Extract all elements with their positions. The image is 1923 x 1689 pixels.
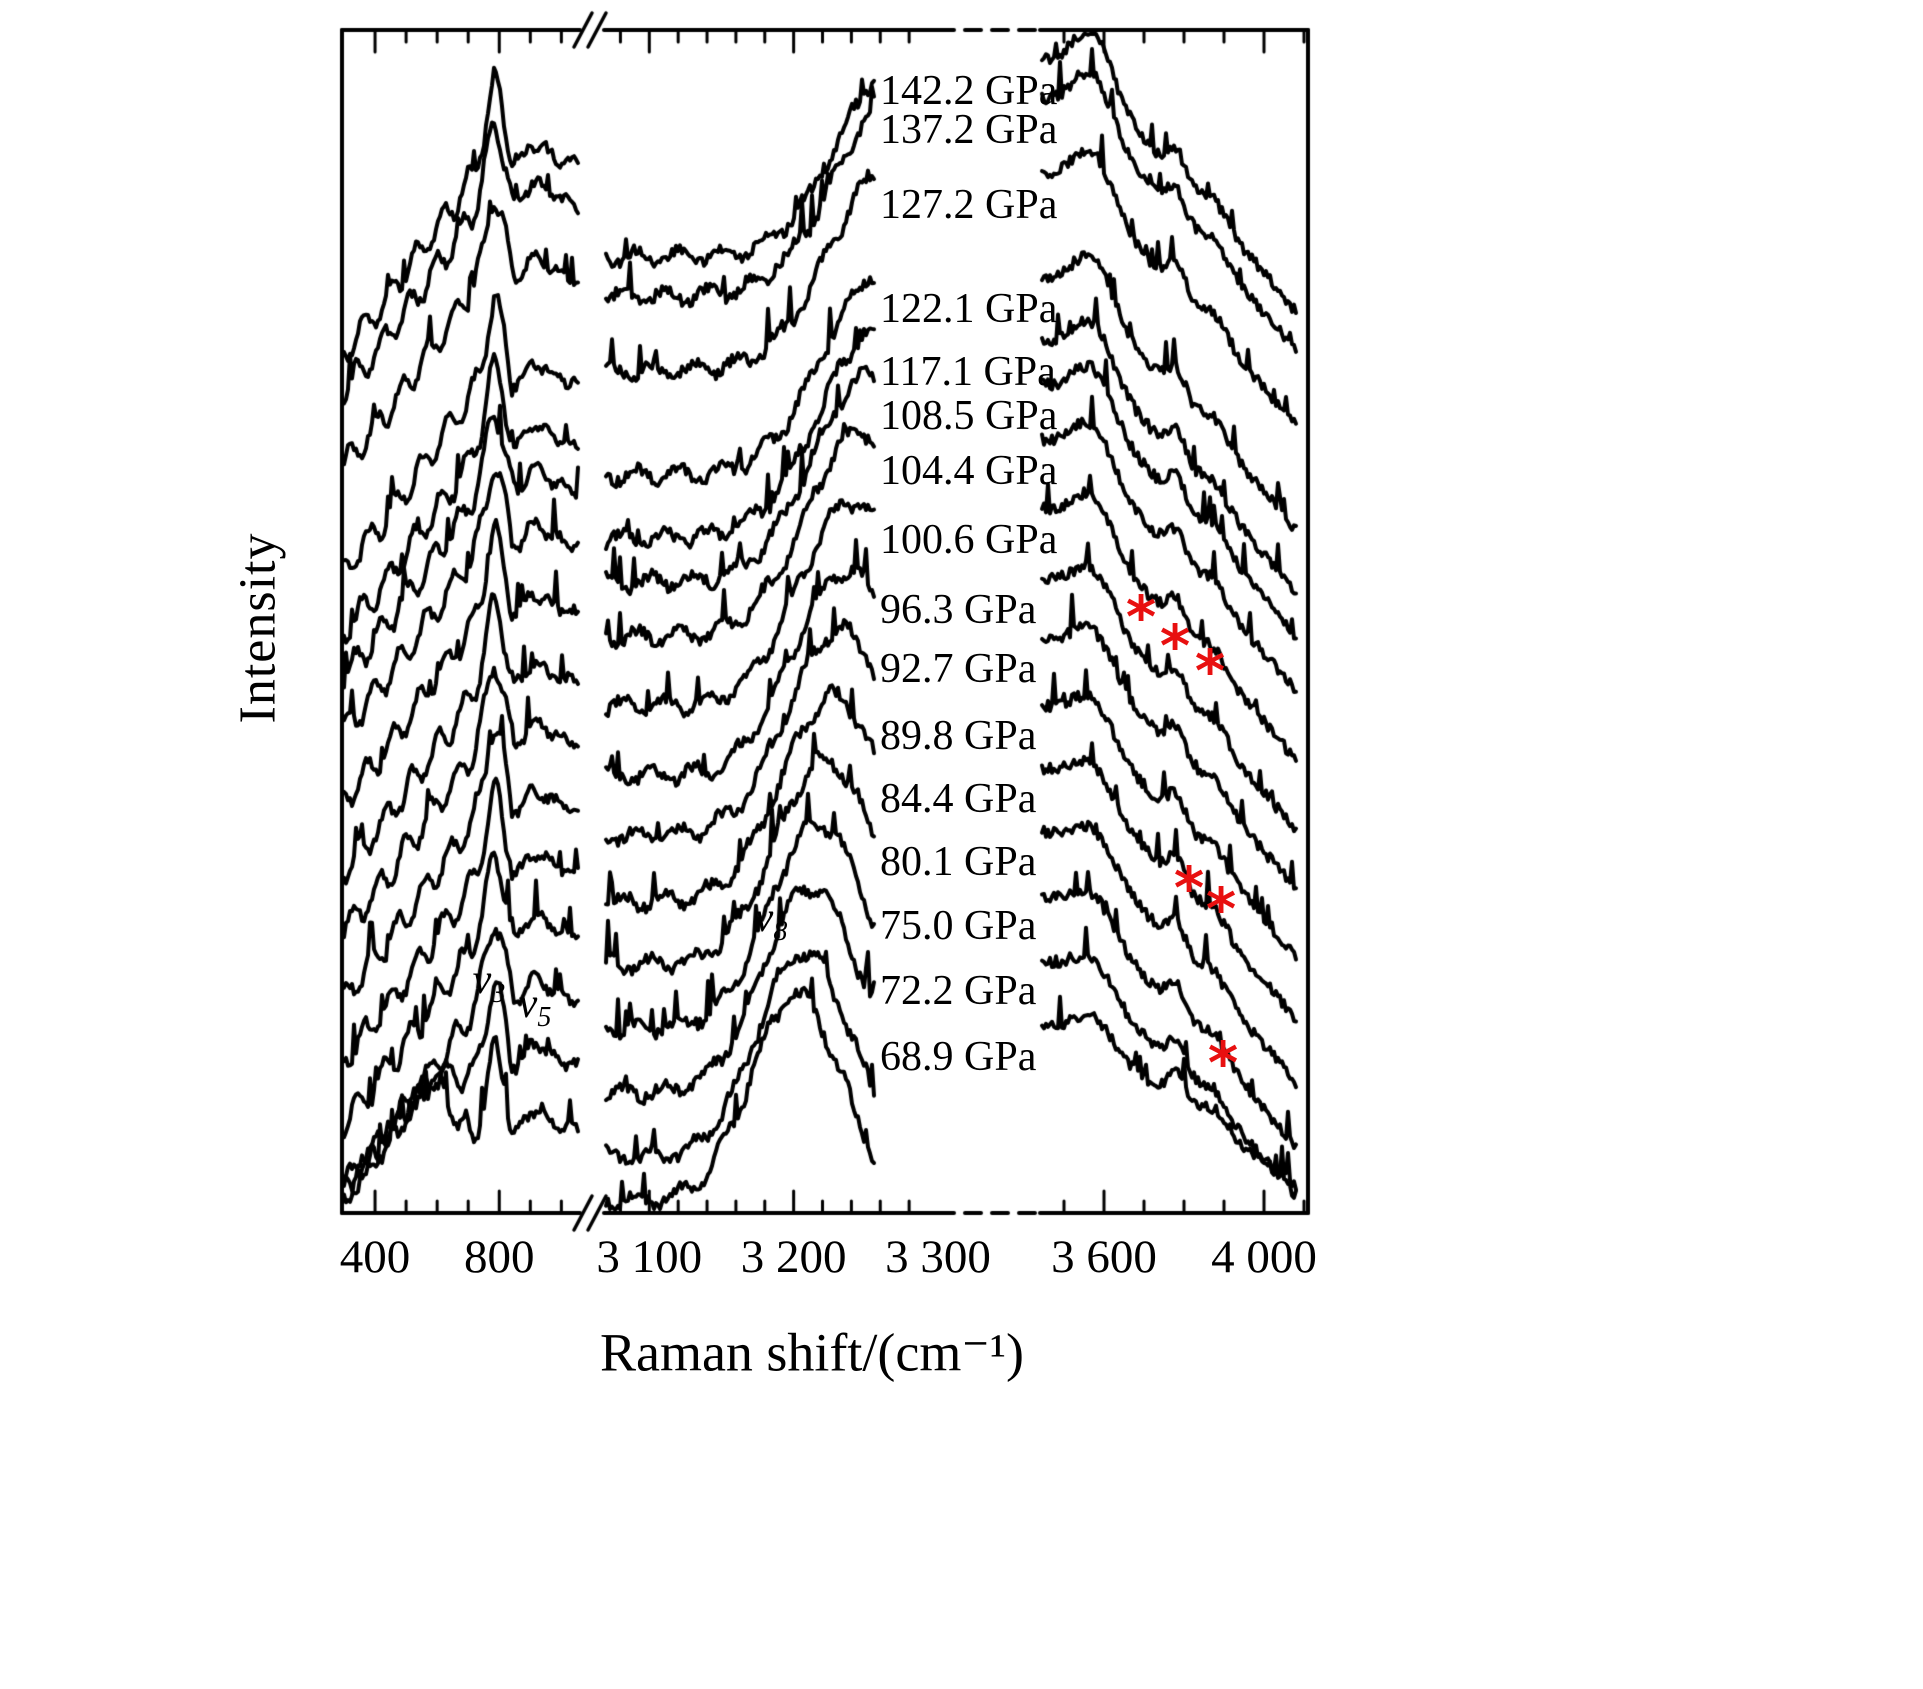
- pressure-label: 104.4 GPa: [880, 448, 1058, 495]
- asterisk-marker: *: [1125, 582, 1157, 651]
- pressure-label: 108.5 GPa: [880, 393, 1058, 440]
- peak-label-v5: v5: [518, 980, 552, 1034]
- pressure-label: 72.2 GPa: [880, 968, 1037, 1015]
- y-axis-label: Intensity: [229, 532, 287, 724]
- asterisk-marker: *: [1194, 636, 1226, 705]
- pressure-label: 142.2 GPa: [880, 68, 1058, 115]
- peak-label-v3: v3: [472, 956, 506, 1010]
- pressure-label: 89.8 GPa: [880, 713, 1037, 760]
- pressure-label: 100.6 GPa: [880, 517, 1058, 564]
- pressure-label: 127.2 GPa: [880, 182, 1058, 229]
- asterisk-marker: *: [1173, 853, 1205, 922]
- asterisk-marker: *: [1207, 1028, 1239, 1097]
- x-tick-label: 400: [339, 1231, 411, 1283]
- pressure-label: 96.3 GPa: [880, 587, 1037, 634]
- pressure-label: 75.0 GPa: [880, 903, 1037, 950]
- x-tick-label: 3 300: [885, 1231, 991, 1283]
- pressure-label: 80.1 GPa: [880, 839, 1037, 886]
- pressure-label: 92.7 GPa: [880, 646, 1037, 693]
- pressure-label: 84.4 GPa: [880, 776, 1037, 823]
- pressure-label: 122.1 GPa: [880, 286, 1058, 333]
- x-tick-label: 3 600: [1051, 1231, 1157, 1283]
- pressure-label: 68.9 GPa: [880, 1034, 1037, 1081]
- peak-label-v8: v8: [754, 894, 788, 948]
- asterisk-marker: *: [1159, 611, 1191, 680]
- pressure-label: 117.1 GPa: [880, 349, 1056, 396]
- x-axis-label: Raman shift/(cm⁻¹): [599, 1322, 1025, 1383]
- x-tick-label: 3 200: [740, 1231, 847, 1283]
- x-tick-label: 800: [464, 1231, 535, 1283]
- x-tick-label: 4 000: [1211, 1231, 1317, 1283]
- asterisk-marker: *: [1205, 874, 1237, 943]
- x-tick-label: 3 100: [596, 1231, 703, 1283]
- pressure-label: 137.2 GPa: [880, 107, 1058, 154]
